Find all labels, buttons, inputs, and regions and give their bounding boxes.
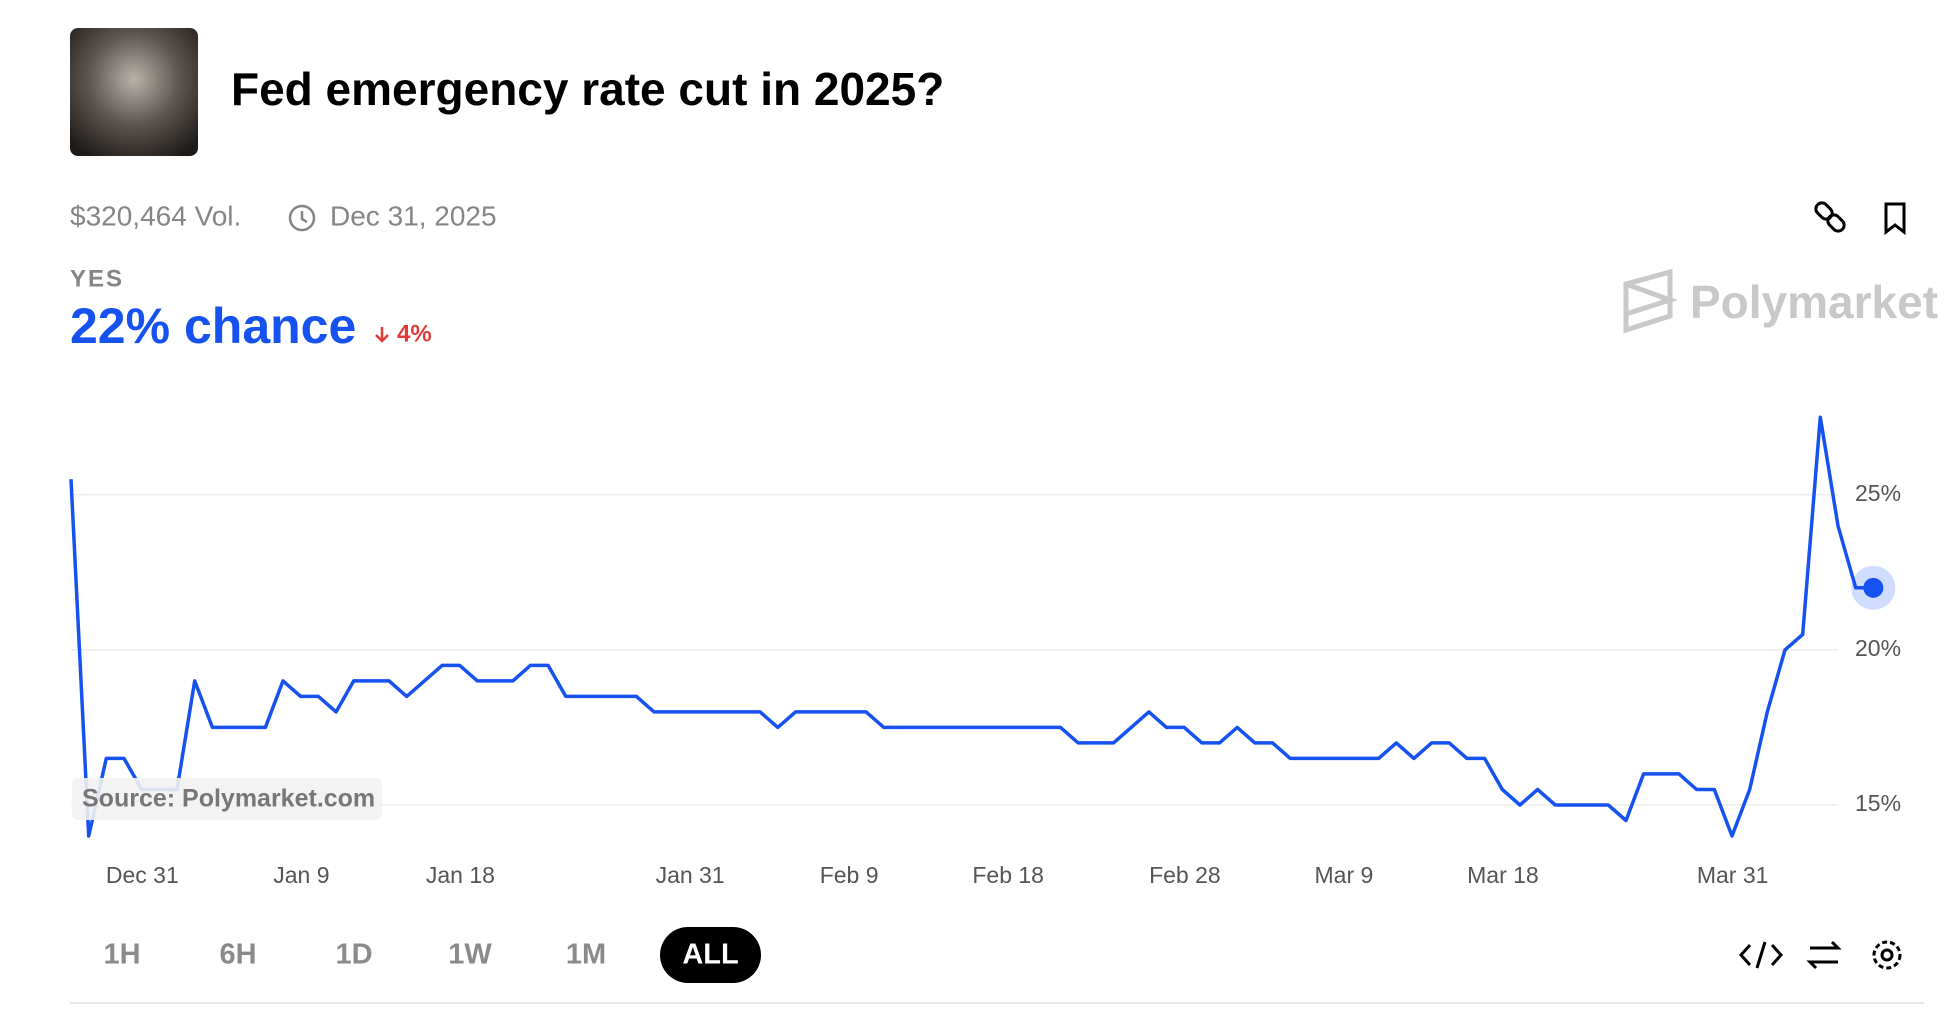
price-line bbox=[69, 415, 1874, 838]
source-badge bbox=[72, 778, 382, 820]
x-tick-label: Mar 9 bbox=[1315, 862, 1374, 888]
end-date: Dec 31, 2025 bbox=[330, 200, 497, 231]
swap-icon[interactable] bbox=[1806, 940, 1842, 970]
volume: $320,464 Vol. bbox=[70, 200, 241, 231]
x-tick-label: Mar 31 bbox=[1697, 862, 1769, 888]
y-tick-label: 15% bbox=[1855, 790, 1901, 816]
outcome-label: YES bbox=[70, 265, 124, 292]
range-button[interactable]: 6H bbox=[219, 939, 256, 971]
market-image bbox=[70, 28, 198, 156]
settings-icon[interactable] bbox=[1872, 940, 1902, 970]
bookmark-icon[interactable] bbox=[1884, 202, 1906, 236]
x-tick-label: Dec 31 bbox=[106, 862, 179, 888]
y-tick-label: 25% bbox=[1855, 480, 1901, 506]
range-button[interactable]: ALL bbox=[682, 939, 738, 971]
range-button[interactable]: 1M bbox=[566, 939, 606, 971]
range-buttons: 1H 6H 1D 1W 1M ALL bbox=[103, 927, 761, 983]
clock-icon bbox=[288, 204, 316, 232]
x-tick-label: Feb 18 bbox=[972, 862, 1044, 888]
x-tick-label: Feb 9 bbox=[820, 862, 879, 888]
x-tick-label: Feb 28 bbox=[1149, 862, 1221, 888]
range-button[interactable]: 1W bbox=[448, 939, 492, 971]
embed-icon[interactable] bbox=[1738, 941, 1784, 969]
down-arrow bbox=[375, 327, 389, 343]
x-tick-label: Jan 31 bbox=[656, 862, 725, 888]
y-tick-label: 20% bbox=[1855, 635, 1901, 661]
x-tick-label: Jan 9 bbox=[273, 862, 329, 888]
x-tick-label: Jan 18 bbox=[426, 862, 495, 888]
range-button[interactable]: 1D bbox=[335, 939, 372, 971]
link-icon[interactable] bbox=[1813, 200, 1846, 233]
x-tick-label: Mar 18 bbox=[1467, 862, 1539, 888]
range-button[interactable]: 1H bbox=[103, 939, 140, 971]
range-active-bg bbox=[660, 927, 761, 983]
brand-name: Polymarket bbox=[1690, 276, 1938, 328]
change: 4% bbox=[397, 320, 432, 347]
brand-logo bbox=[1623, 268, 1678, 334]
chance: 22% chance bbox=[70, 298, 356, 354]
source: Source: Polymarket.com bbox=[82, 785, 375, 813]
plot: 15% 20% 25% Dec 31 Jan 9 Jan 18 Jan 31 Feb 9 Feb… bbox=[69, 415, 1901, 888]
market-title: Fed emergency rate cut in 2025? bbox=[231, 63, 944, 115]
last-point bbox=[1863, 577, 1884, 598]
